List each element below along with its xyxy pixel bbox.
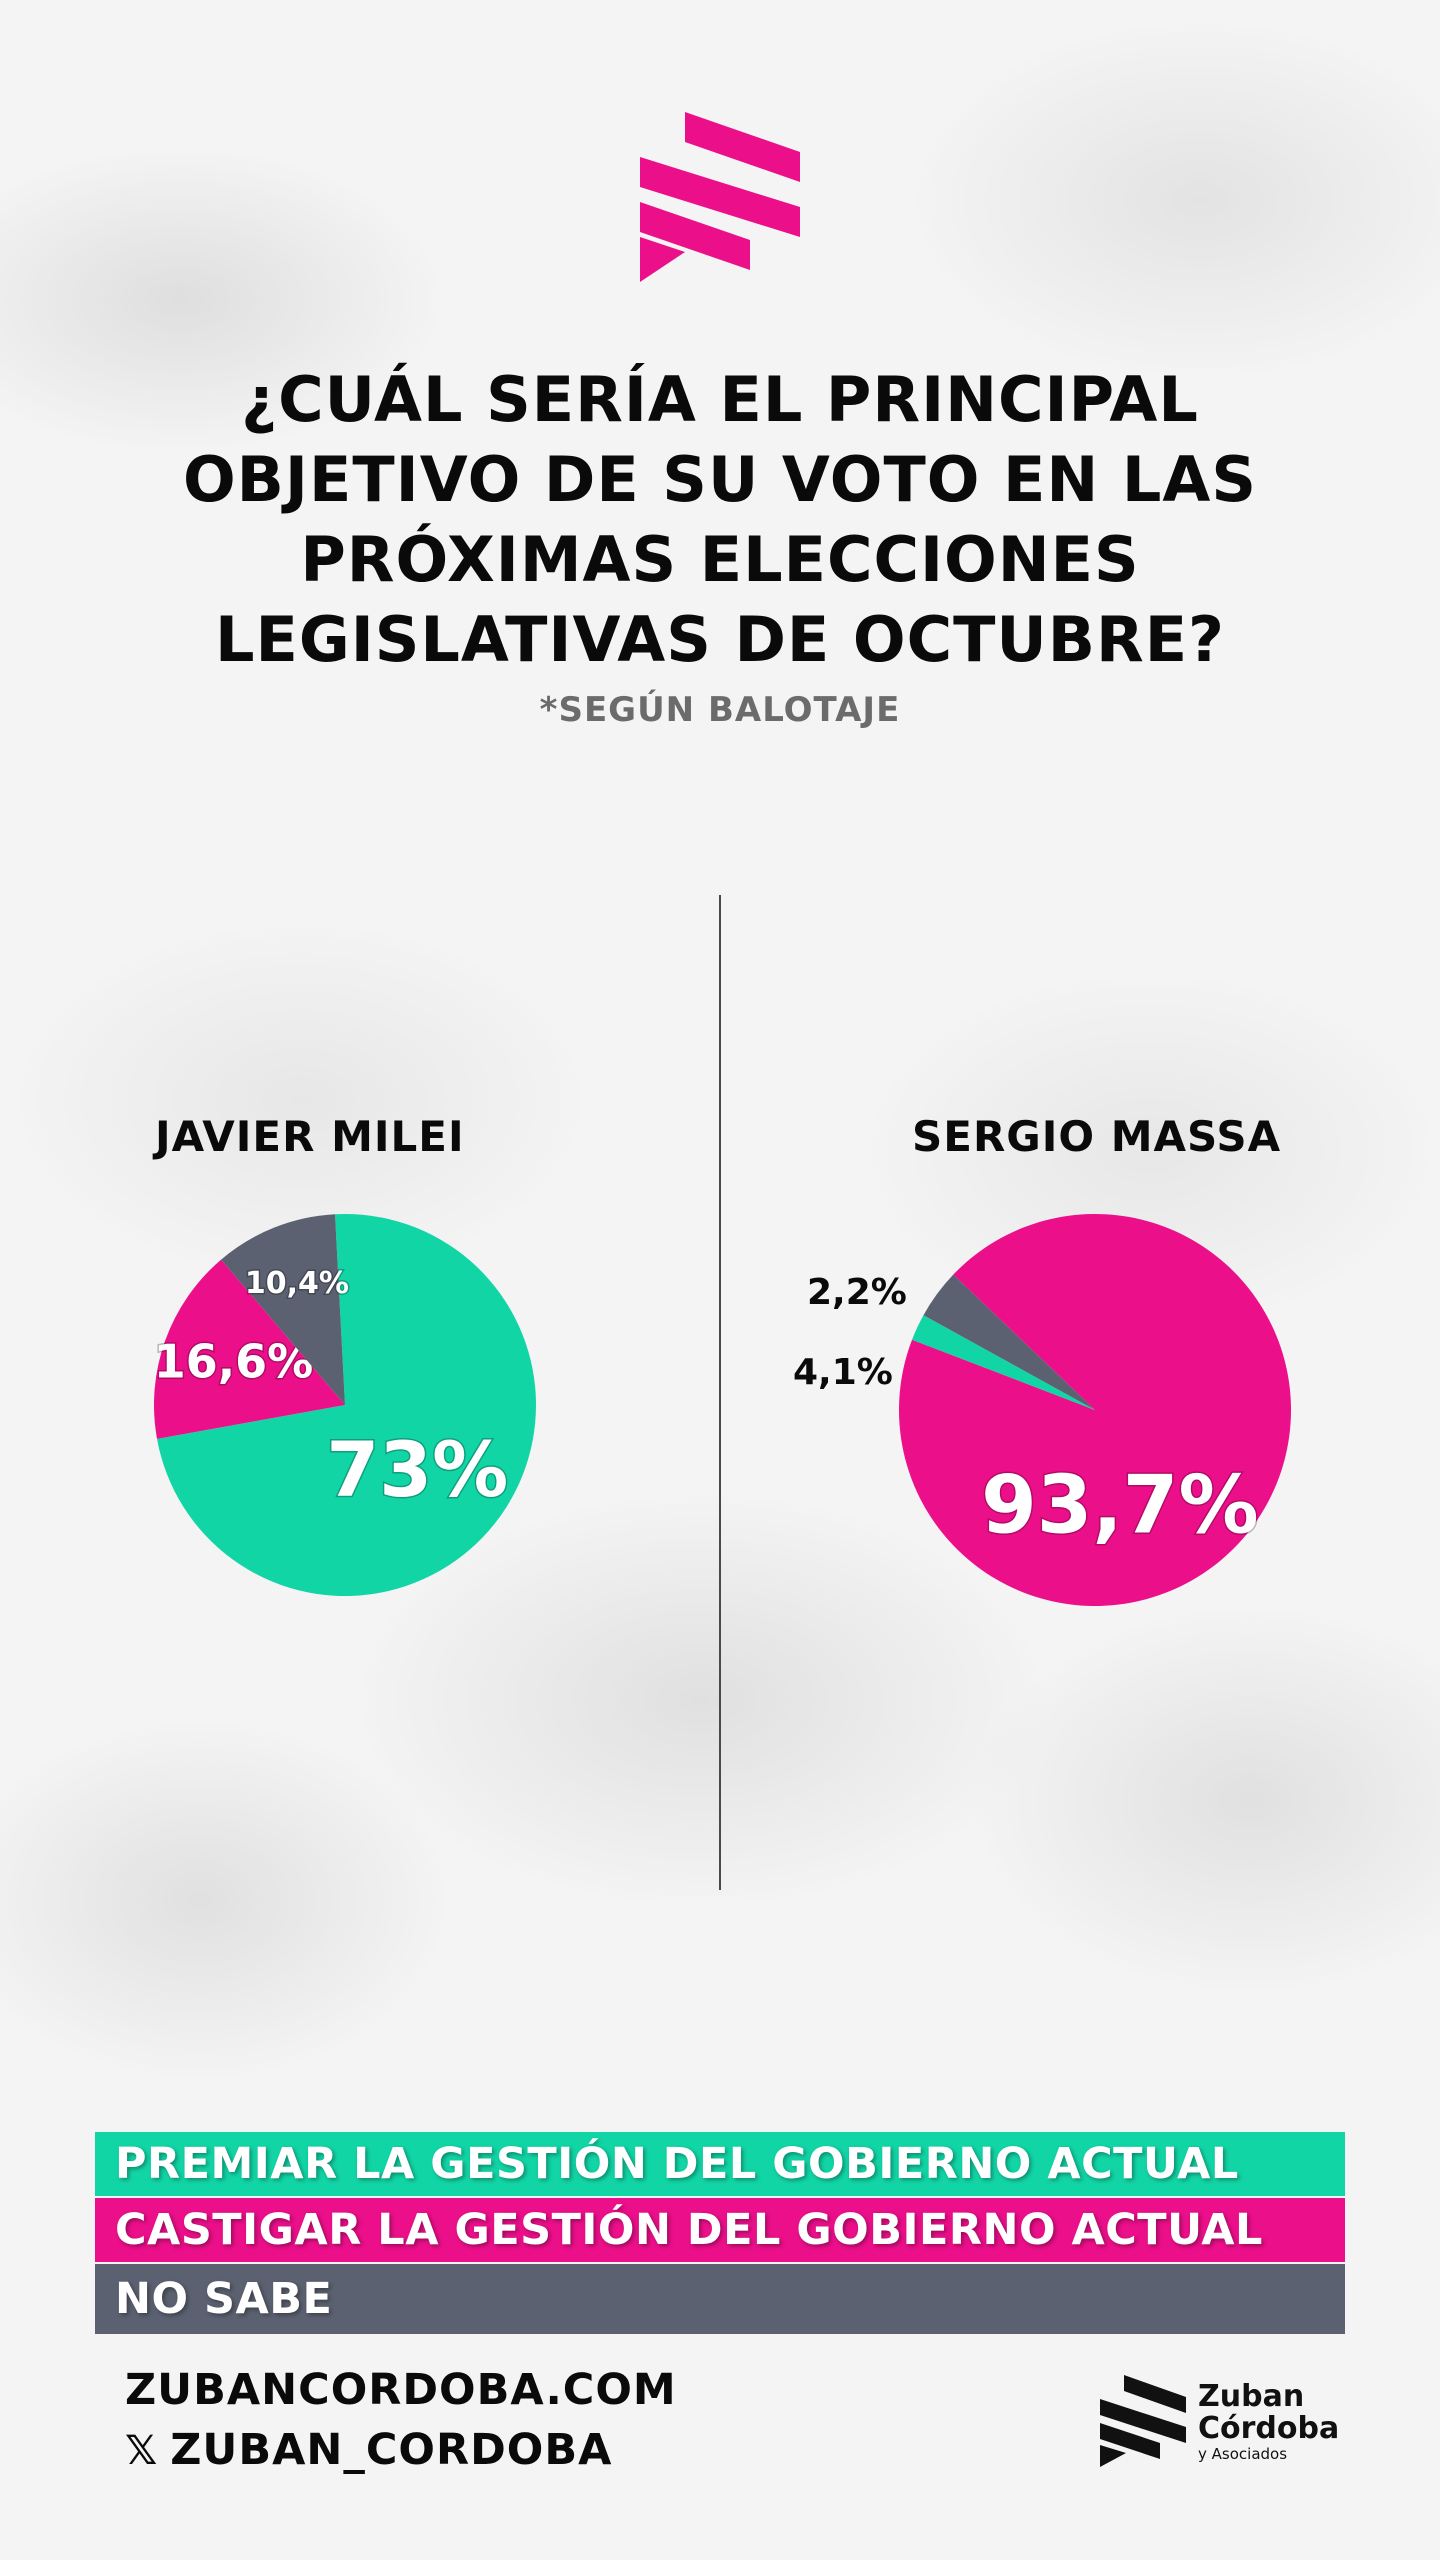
brand-mark-icon (1100, 2375, 1186, 2467)
milei-slice-castigar (154, 1259, 345, 1439)
legend-label-premiar: PREMIAR LA GESTIÓN DEL GOBIERNO ACTUAL (115, 2139, 1239, 2189)
chart-divider (719, 895, 721, 1890)
chart-title-massa: SERGIO MASSA (912, 1112, 1282, 1161)
x-logo-icon: 𝕏 (125, 2428, 159, 2474)
page-subtitle: *SEGÚN BALOTAJE (539, 690, 901, 730)
massa-slice-premiar (912, 1315, 1095, 1410)
milei-slice-label-premiar: 73% (326, 1425, 508, 1514)
legend-item-castigar: CASTIGAR LA GESTIÓN DEL GOBIERNO ACTUAL (95, 2198, 1345, 2262)
massa-slice-nosabe (923, 1274, 1095, 1410)
brand-text: Zuban Córdoba y Asociados (1198, 2379, 1340, 2464)
page-title: ¿CUÁL SERÍA EL PRINCIPAL OBJETIVO DE SU … (182, 363, 1258, 676)
massa-slice-label-castigar: 93,7% (981, 1459, 1259, 1552)
footer-social-handle: ZUBAN_CORDOBA (170, 2425, 613, 2475)
chart-title-milei: JAVIER MILEI (155, 1112, 465, 1161)
brand-logo-icon (640, 112, 800, 282)
slice-label-nosabe-massa: 4,1% (793, 1352, 893, 1393)
milei-slice-label-castigar: 16,6% (154, 1335, 314, 1389)
footer-social[interactable]: 𝕏 ZUBAN_CORDOBA (125, 2425, 612, 2475)
legend-item-premiar: PREMIAR LA GESTIÓN DEL GOBIERNO ACTUAL (95, 2132, 1345, 2196)
brand-line1: Zuban (1198, 2379, 1305, 2414)
brand-signature: Zuban Córdoba y Asociados (1100, 2375, 1350, 2475)
legend-item-nosabe: NO SABE (95, 2264, 1345, 2334)
pie-chart-milei: 73%16,6% 10,4% (152, 1214, 536, 1596)
milei-slice-label-nosabe: 10,4% (245, 1266, 349, 1301)
pie-chart-massa: 93,7% (899, 1214, 1291, 1606)
slice-label-premiar-massa: 2,2% (807, 1272, 907, 1313)
milei-slice-premiar (157, 1214, 536, 1596)
milei-slice-nosabe (221, 1214, 345, 1405)
legend-label-castigar: CASTIGAR LA GESTIÓN DEL GOBIERNO ACTUAL (115, 2205, 1263, 2255)
legend-label-nosabe: NO SABE (115, 2274, 333, 2324)
brand-line3: y Asociados (1198, 2445, 1288, 2463)
brand-line2: Córdoba (1198, 2411, 1340, 2446)
footer-website[interactable]: ZUBANCORDOBA.COM (125, 2365, 677, 2415)
